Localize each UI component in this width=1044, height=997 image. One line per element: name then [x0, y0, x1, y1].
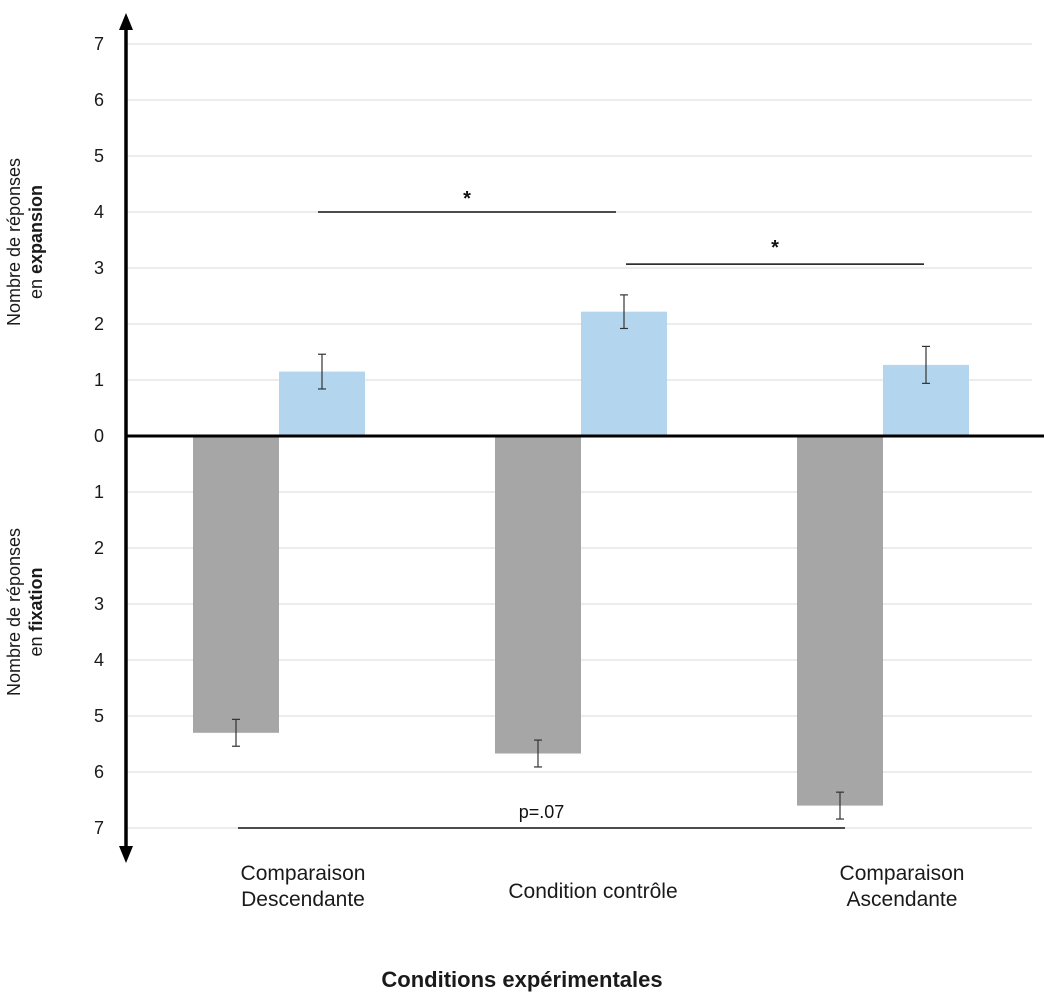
bar-fixation-0 — [193, 436, 279, 733]
y-tick-label: 3 — [94, 594, 104, 614]
y-axis-label-fixation-line2: en fixation — [26, 567, 46, 657]
y-axis-label-expansion: Nombre de réponses en expansion — [3, 122, 47, 362]
category-label-0: Comparaison Descendante — [193, 861, 413, 913]
significance-label-1: * — [771, 237, 779, 259]
category-label-1: Condition contrôle — [483, 879, 703, 905]
y-tick-label: 4 — [94, 650, 104, 670]
y-axis-label-expansion-bold: expansion — [26, 184, 46, 274]
y-tick-label: 4 — [94, 202, 104, 222]
y-tick-label: 5 — [94, 706, 104, 726]
category-label-1-line1: Condition contrôle — [508, 880, 678, 903]
bar-fixation-2 — [797, 436, 883, 806]
y-axis-label-expansion-line2: en expansion — [26, 184, 46, 300]
y-tick-label: 0 — [94, 426, 104, 446]
category-label-0-line1: Comparaison — [240, 862, 366, 885]
y-axis-arrow-up — [119, 13, 133, 30]
category-label-2-line1: Comparaison — [839, 862, 965, 885]
y-tick-label: 6 — [94, 762, 104, 782]
y-tick-label: 2 — [94, 538, 104, 558]
category-label-2: Comparaison Ascendante — [792, 861, 1012, 913]
y-axis-label-fixation-bold: fixation — [26, 567, 46, 632]
y-tick-label: 6 — [94, 90, 104, 110]
significance-label-2: p=.07 — [519, 802, 565, 822]
y-tick-label: 7 — [94, 34, 104, 54]
y-axis-label-fixation-line1: Nombre de réponses — [4, 527, 24, 697]
y-axis-label-expansion-line1: Nombre de réponses — [4, 157, 24, 327]
significance-label-0: * — [463, 188, 471, 210]
y-tick-label: 7 — [94, 818, 104, 838]
x-axis-title: Conditions expérimentales — [381, 967, 663, 992]
y-axis-label-fixation: Nombre de réponses en fixation — [3, 492, 47, 732]
bar-fixation-1 — [495, 436, 581, 754]
y-tick-label: 5 — [94, 146, 104, 166]
y-axis-arrow-down — [119, 846, 133, 863]
y-tick-label: 1 — [94, 482, 104, 502]
y-tick-label: 3 — [94, 258, 104, 278]
bar-expansion-1 — [581, 311, 667, 436]
y-tick-label: 2 — [94, 314, 104, 334]
y-tick-label: 1 — [94, 370, 104, 390]
category-label-0-line2: Descendante — [241, 888, 365, 911]
category-label-2-line2: Ascendante — [846, 888, 958, 911]
